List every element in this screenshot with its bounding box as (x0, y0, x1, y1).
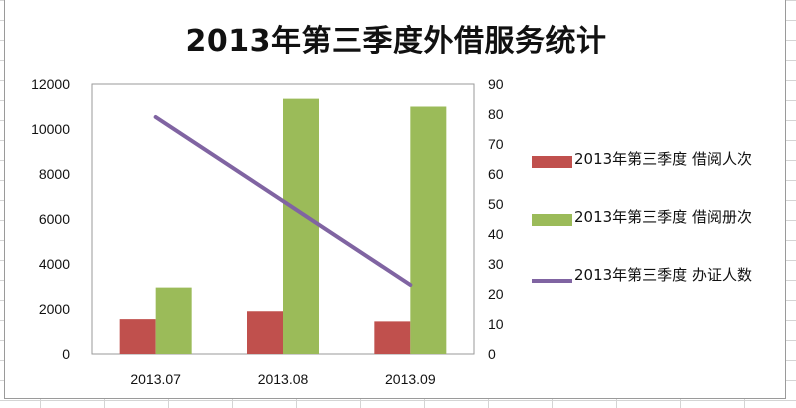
right-tick-label: 70 (488, 136, 504, 152)
bar-group (119, 98, 447, 354)
bar-1-2013.08 (283, 98, 319, 354)
chart-title: 2013年第三季度外借服务统计 (185, 24, 607, 59)
x-tick-label: 2013.09 (385, 371, 436, 387)
bar-0-2013.07 (119, 319, 156, 354)
plot-area: 0 2000 4000 6000 8000 10000 12000 0 10 20 30 40 50 6… (31, 76, 504, 387)
line-series-0 (153, 115, 413, 287)
bar-0-2013.08 (247, 311, 283, 354)
right-tick-label: 90 (488, 76, 504, 92)
legend-item-card-issued: 2013年第三季度 办证人数 (532, 262, 782, 320)
legend-swatch-card-issued (532, 279, 572, 283)
bar-0-2013.09 (374, 321, 411, 354)
legend-label-borrow-volumes: 2013年第三季度 借阅册次 (574, 208, 752, 226)
left-tick-label: 6000 (39, 211, 70, 227)
legend-label-borrow-persons: 2013年第三季度 借阅人次 (574, 150, 752, 168)
left-tick-label: 2000 (39, 301, 70, 317)
bar-1-2013.07 (155, 287, 192, 354)
left-tick-label: 10000 (31, 121, 70, 137)
left-tick-label: 0 (62, 346, 70, 362)
left-tick-label: 4000 (39, 256, 70, 272)
legend-swatch-borrow-volumes (532, 214, 572, 226)
right-tick-label: 10 (488, 316, 504, 332)
right-tick-label: 0 (488, 346, 496, 362)
right-tick-label: 60 (488, 166, 504, 182)
legend-swatch-borrow-persons (532, 156, 572, 168)
left-tick-label: 8000 (39, 166, 70, 182)
bar-1-2013.09 (410, 106, 447, 354)
x-axis-ticks: 2013.07 2013.08 2013.09 (130, 371, 435, 387)
right-tick-label: 30 (488, 256, 504, 272)
right-axis-ticks: 0 10 20 30 40 50 60 70 80 90 (488, 76, 504, 362)
x-tick-label: 2013.07 (130, 371, 181, 387)
line-group (153, 115, 413, 287)
chart-area[interactable]: 2013年第三季度外借服务统计 0 2000 4000 6000 8000 10000 12… (4, 0, 786, 399)
right-tick-label: 80 (488, 106, 504, 122)
legend-label-card-issued: 2013年第三季度 办证人数 (574, 266, 752, 284)
x-tick-label: 2013.08 (258, 371, 309, 387)
left-axis-ticks: 0 2000 4000 6000 8000 10000 12000 (31, 76, 70, 362)
right-tick-label: 20 (488, 286, 504, 302)
right-tick-label: 40 (488, 226, 504, 242)
right-tick-label: 50 (488, 196, 504, 212)
legend: 2013年第三季度 借阅人次 2013年第三季度 借阅册次 2013年第三季度 … (532, 146, 782, 320)
left-tick-label: 12000 (31, 76, 70, 92)
legend-item-borrow-persons: 2013年第三季度 借阅人次 (532, 146, 782, 204)
legend-item-borrow-volumes: 2013年第三季度 借阅册次 (532, 204, 782, 262)
